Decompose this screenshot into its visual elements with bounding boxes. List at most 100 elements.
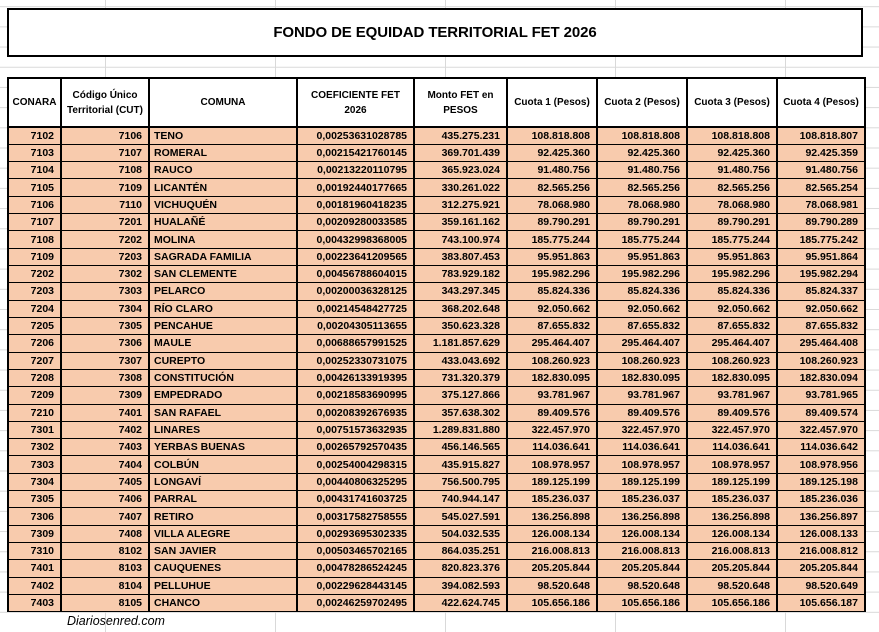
cell-cut: 7407 — [60, 507, 150, 526]
cell-cuota2: 92.425.360 — [596, 143, 688, 163]
cell-comuna: PARRAL — [148, 490, 298, 509]
cell-conara: 7104 — [7, 161, 62, 180]
cell-cuota4: 89.409.574 — [776, 403, 866, 422]
cell-cuota4: 95.951.864 — [776, 247, 866, 267]
table-row: 7403 8105 CHANCO 0,00246259702495 422.624.74… — [7, 593, 866, 613]
cell-coeficiente: 0,00688657991525 — [296, 334, 415, 353]
cell-monto: 365.923.024 — [413, 161, 508, 180]
cell-monto: 343.297.345 — [413, 282, 508, 301]
cell-cuota3: 322.457.970 — [686, 420, 778, 440]
cell-conara: 7303 — [7, 455, 62, 474]
cell-cut: 7201 — [60, 213, 150, 232]
cell-conara: 7208 — [7, 368, 62, 388]
cell-cuota1: 126.008.134 — [506, 524, 598, 544]
cell-coeficiente: 0,00192440177665 — [296, 178, 415, 197]
cell-cut: 8103 — [60, 559, 150, 578]
cell-cuota2: 82.565.256 — [596, 178, 688, 197]
cell-coeficiente: 0,00223641209565 — [296, 247, 415, 267]
cell-cuota1: 295.464.407 — [506, 334, 598, 353]
cell-comuna: PELLUHUE — [148, 576, 298, 595]
cell-cuota2: 91.480.756 — [596, 161, 688, 180]
table-body: 7102 7106 TENO 0,00253631028785 435.275.231 1… — [7, 126, 866, 613]
table-row: 7102 7106 TENO 0,00253631028785 435.275.231 1… — [7, 126, 866, 145]
cell-comuna: CUREPTO — [148, 351, 298, 370]
page-title: FONDO DE EQUIDAD TERRITORIAL FET 2026 — [273, 24, 597, 41]
cell-cuota4: 185.775.242 — [776, 230, 866, 249]
cell-cuota1: 205.205.844 — [506, 559, 598, 578]
cell-cuota4: 108.818.807 — [776, 126, 866, 145]
cell-cuota3: 93.781.967 — [686, 386, 778, 405]
cell-cuota1: 78.068.980 — [506, 195, 598, 215]
cell-cut: 7401 — [60, 403, 150, 422]
cell-comuna: ROMERAL — [148, 143, 298, 163]
cell-cuota4: 82.565.254 — [776, 178, 866, 197]
cell-monto: 312.275.921 — [413, 195, 508, 215]
cell-cuota3: 108.818.808 — [686, 126, 778, 145]
cell-cut: 7309 — [60, 386, 150, 405]
cell-cuota3: 189.125.199 — [686, 472, 778, 492]
cell-cuota1: 85.824.336 — [506, 282, 598, 301]
cell-conara: 7401 — [7, 559, 62, 578]
cell-cuota4: 108.978.956 — [776, 455, 866, 474]
cell-comuna: SAGRADA FAMILIA — [148, 247, 298, 267]
cell-comuna: CAUQUENES — [148, 559, 298, 578]
table-row: 7305 7406 PARRAL 0,00431741603725 740.944.14… — [7, 490, 866, 509]
cell-comuna: SAN RAFAEL — [148, 403, 298, 422]
column-header-comuna: COMUNA — [148, 77, 298, 128]
cell-conara: 7203 — [7, 282, 62, 301]
cell-cuota1: 89.790.291 — [506, 213, 598, 232]
table-row: 7207 7307 CUREPTO 0,00252330731075 433.043.6… — [7, 351, 866, 370]
cell-cuota2: 185.236.037 — [596, 490, 688, 509]
cell-cuota4: 205.205.844 — [776, 559, 866, 578]
column-header-monto: Monto FET en PESOS — [413, 77, 508, 128]
cell-conara: 7108 — [7, 230, 62, 249]
cell-cuota3: 185.236.037 — [686, 490, 778, 509]
cell-cut: 7306 — [60, 334, 150, 353]
cell-comuna: VICHUQUÉN — [148, 195, 298, 215]
cell-coeficiente: 0,00209280033585 — [296, 213, 415, 232]
cell-cuota3: 105.656.186 — [686, 593, 778, 613]
cell-cuota4: 189.125.198 — [776, 472, 866, 492]
cell-conara: 7310 — [7, 541, 62, 561]
cell-comuna: CONSTITUCIÓN — [148, 368, 298, 388]
cell-cuota1: 98.520.648 — [506, 576, 598, 595]
cell-cuota4: 136.256.897 — [776, 507, 866, 526]
cell-cuota2: 295.464.407 — [596, 334, 688, 353]
cell-cuota3: 95.951.863 — [686, 247, 778, 267]
cell-comuna: RÍO CLARO — [148, 299, 298, 318]
cell-cut: 7203 — [60, 247, 150, 267]
cell-conara: 7305 — [7, 490, 62, 509]
cell-coeficiente: 0,00229628443145 — [296, 576, 415, 595]
cell-comuna: LONGAVÍ — [148, 472, 298, 492]
cell-cuota2: 195.982.296 — [596, 264, 688, 284]
cell-cuota3: 136.256.898 — [686, 507, 778, 526]
fet-table: CONARA Código Único Territorial (CUT) CO… — [7, 77, 866, 613]
cell-cuota4: 105.656.187 — [776, 593, 866, 613]
table-row: 7209 7309 EMPEDRADO 0,00218583690995 375.127… — [7, 386, 866, 405]
header-row: CONARA Código Único Territorial (CUT) CO… — [7, 77, 866, 128]
cell-cuota4: 108.260.923 — [776, 351, 866, 370]
cell-cut: 7308 — [60, 368, 150, 388]
table-row: 7205 7305 PENCAHUE 0,00204305113655 350.623.… — [7, 316, 866, 336]
cell-cut: 7110 — [60, 195, 150, 215]
cell-cuota3: 98.520.648 — [686, 576, 778, 595]
cell-comuna: LINARES — [148, 420, 298, 440]
cell-comuna: CHANCO — [148, 593, 298, 613]
cell-comuna: COLBÚN — [148, 455, 298, 474]
cell-monto: 820.823.376 — [413, 559, 508, 578]
table-row: 7202 7302 SAN CLEMENTE 0,00456788604015 783.… — [7, 264, 866, 284]
cell-comuna: MOLINA — [148, 230, 298, 249]
cell-cuota2: 108.978.957 — [596, 455, 688, 474]
cell-conara: 7301 — [7, 420, 62, 440]
cell-cuota3: 216.008.813 — [686, 541, 778, 561]
cell-cut: 7404 — [60, 455, 150, 474]
cell-monto: 435.915.827 — [413, 455, 508, 474]
cell-cuota4: 85.824.337 — [776, 282, 866, 301]
cell-cuota2: 216.008.813 — [596, 541, 688, 561]
cell-monto: 864.035.251 — [413, 541, 508, 561]
cell-cuota2: 322.457.970 — [596, 420, 688, 440]
cell-cut: 7302 — [60, 264, 150, 284]
table-row: 7203 7303 PELARCO 0,00200036328125 343.297.3… — [7, 282, 866, 301]
cell-cut: 7307 — [60, 351, 150, 370]
cell-cuota3: 89.790.291 — [686, 213, 778, 232]
